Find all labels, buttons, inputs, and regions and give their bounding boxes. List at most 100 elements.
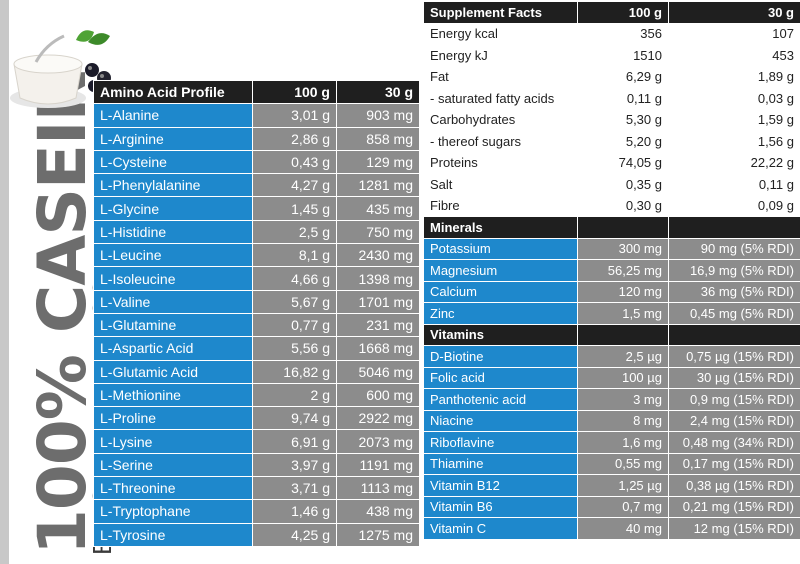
value-100g: 0,77 g [252, 312, 337, 338]
row-label: Vitamin B12 [423, 474, 578, 497]
table-row: L-Threonine 3,71 g 1113 mg [93, 476, 420, 501]
value-30g: 1,89 g [668, 65, 800, 88]
table-row: Vitamin B6 0,7 mg 0,21 mg (15% RDI) [423, 495, 800, 518]
table-row: L-Valine 5,67 g 1701 mg [93, 289, 420, 314]
table-row: L-Glycine 1,45 g 435 mg [93, 196, 420, 221]
row-label: Riboflavine [423, 431, 578, 454]
minerals-header-row: Minerals [423, 216, 800, 239]
row-label: L-Tryptophane [93, 499, 253, 524]
row-label: L-Serine [93, 452, 253, 478]
table-row: Panthotenic acid 3 mg 0,9 mg (15% RDI) [423, 388, 800, 411]
value-30g: 858 mg [336, 126, 420, 151]
value-100g: 1,46 g [252, 499, 337, 524]
row-label: Salt [423, 173, 578, 196]
value-100g: 5,20 g [577, 130, 669, 153]
value-100g: 1,45 g [252, 196, 337, 221]
row-label: L-Lysine [93, 429, 253, 454]
row-label: - saturated fatty acids [423, 87, 578, 110]
value-30g: 600 mg [336, 382, 420, 408]
row-label: Minerals [423, 216, 578, 239]
table-row: L-Cysteine 0,43 g 129 mg [93, 149, 420, 175]
row-label: L-Aspartic Acid [93, 336, 253, 361]
value-100g: 4,27 g [252, 173, 337, 198]
vitamins-header-row: Vitamins [423, 323, 800, 346]
value-30g [668, 216, 800, 239]
row-label: Vitamin B6 [423, 495, 578, 518]
table-row: Vitamin B12 1,25 µg 0,38 µg (15% RDI) [423, 474, 800, 497]
row-label: L-Proline [93, 406, 253, 431]
row-label: L-Valine [93, 289, 253, 314]
row-label: Panthotenic acid [423, 388, 578, 411]
value-100g: 8,1 g [252, 243, 337, 268]
value-100g: 3,01 g [252, 103, 337, 128]
table-row: L-Tyrosine 4,25 g 1275 mg [93, 522, 420, 547]
value-100g: 1510 [577, 44, 669, 67]
row-label: L-Glutamine [93, 312, 253, 338]
value-30g: 2,4 mg (15% RDI) [668, 409, 800, 432]
yogurt-blackcurrant-icon [10, 30, 112, 108]
table-row: L-Serine 3,97 g 1191 mg [93, 452, 420, 478]
value-30g: 0,03 g [668, 87, 800, 110]
value-100g: 0,7 mg [577, 495, 669, 518]
value-100g: 5,56 g [252, 336, 337, 361]
value-100g: 16,82 g [252, 359, 337, 384]
value-30g: 22,22 g [668, 151, 800, 174]
value-30g: 30 g [668, 1, 800, 24]
value-100g: 100 g [577, 1, 669, 24]
row-label: L-Leucine [93, 243, 253, 268]
supplement-facts-table: Supplement Facts 100 g 30 g Energy kcal 356 1… [423, 1, 800, 540]
table-row: L-Methionine 2 g 600 mg [93, 382, 420, 408]
value-100g: 5,30 g [577, 108, 669, 131]
table-row: - thereof sugars 5,20 g 1,56 g [423, 130, 800, 153]
value-30g: 2430 mg [336, 243, 420, 268]
value-30g [668, 323, 800, 346]
row-label: Proteins [423, 151, 578, 174]
value-100g: 40 mg [577, 517, 669, 540]
table-row: L-Tryptophane 1,46 g 438 mg [93, 499, 420, 524]
row-label: L-Methionine [93, 382, 253, 408]
row-label: Supplement Facts [423, 1, 578, 24]
row-label: L-Tyrosine [93, 522, 253, 547]
value-30g: 1398 mg [336, 266, 420, 291]
table-row: Thiamine 0,55 mg 0,17 mg (15% RDI) [423, 452, 800, 475]
table-row: Zinc 1,5 mg 0,45 mg (5% RDI) [423, 302, 800, 325]
table-row: Fibre 0,30 g 0,09 g [423, 194, 800, 217]
value-30g: 0,9 mg (15% RDI) [668, 388, 800, 411]
table-row: L-Proline 9,74 g 2922 mg [93, 406, 420, 431]
row-label: Energy kJ [423, 44, 578, 67]
value-30g: 0,11 g [668, 173, 800, 196]
row-label: L-Alanine [93, 103, 253, 128]
value-100g [577, 216, 669, 239]
value-30g: 0,17 mg (15% RDI) [668, 452, 800, 475]
table-row: Energy kJ 1510 453 [423, 44, 800, 67]
value-30g: 0,09 g [668, 194, 800, 217]
value-100g: 120 mg [577, 280, 669, 303]
value-30g: 16,9 mg (5% RDI) [668, 259, 800, 282]
facts-header-row: Supplement Facts 100 g 30 g [423, 1, 800, 24]
value-100g: 0,55 mg [577, 452, 669, 475]
value-30g: 231 mg [336, 312, 420, 338]
value-30g: 30 µg (15% RDI) [668, 366, 800, 389]
value-100g: 100 µg [577, 366, 669, 389]
value-100g: 100 g [252, 79, 337, 105]
table-row: L-Lysine 6,91 g 2073 mg [93, 429, 420, 454]
row-label: Vitamin C [423, 517, 578, 540]
value-30g: 750 mg [336, 219, 420, 245]
side-strip [0, 0, 9, 564]
value-100g: 5,67 g [252, 289, 337, 314]
value-30g: 5046 mg [336, 359, 420, 384]
row-label: Energy kcal [423, 22, 578, 45]
table-row: D-Biotine 2,5 µg 0,75 µg (15% RDI) [423, 345, 800, 368]
value-30g: 90 mg (5% RDI) [668, 237, 800, 260]
row-label: L-Cysteine [93, 149, 253, 175]
row-label: L-Glycine [93, 196, 253, 221]
value-30g: 107 [668, 22, 800, 45]
row-label: Vitamins [423, 323, 578, 346]
row-label: Magnesium [423, 259, 578, 282]
value-100g: 4,66 g [252, 266, 337, 291]
table-row: L-Phenylalanine 4,27 g 1281 mg [93, 173, 420, 198]
table-row: Potassium 300 mg 90 mg (5% RDI) [423, 237, 800, 260]
row-label: L-Phenylalanine [93, 173, 253, 198]
value-100g: 1,25 µg [577, 474, 669, 497]
value-100g: 0,43 g [252, 149, 337, 175]
